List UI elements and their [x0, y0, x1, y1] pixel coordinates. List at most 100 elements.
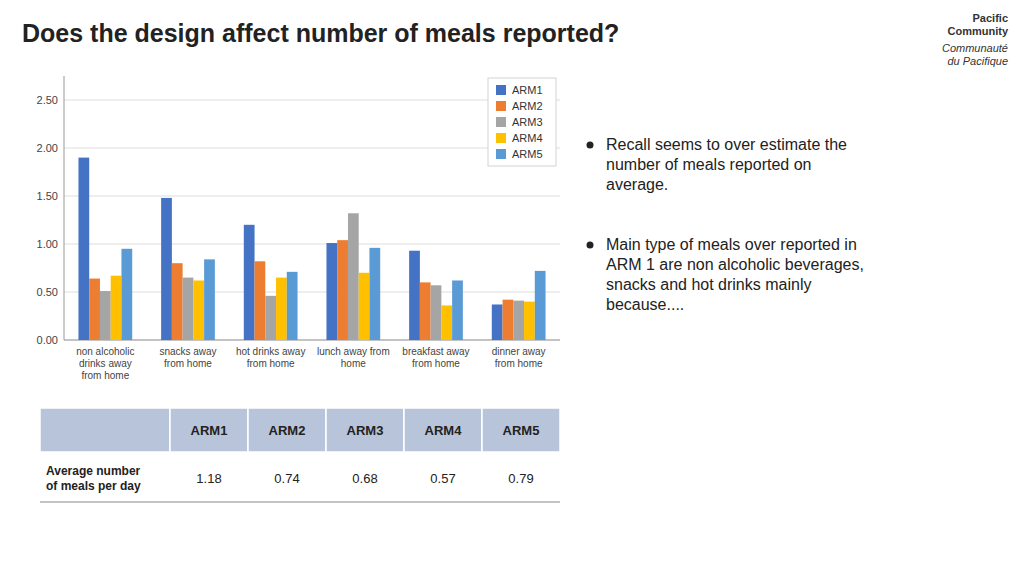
table-header-cell [326, 408, 404, 452]
bar [287, 272, 298, 340]
bar [535, 271, 546, 340]
bullet-text: Recall seems to over estimate thenumber … [606, 136, 847, 193]
grid-line [64, 148, 560, 149]
table-value: 1.18 [196, 471, 221, 486]
y-tick-label: 2.00 [37, 142, 58, 154]
text-line: non alcoholic [76, 346, 134, 357]
bar [337, 240, 348, 340]
table-header: ARM3 [347, 423, 384, 438]
table-header-cell [248, 408, 326, 452]
legend-box [488, 78, 556, 166]
bar [503, 300, 514, 340]
legend-swatch [496, 133, 506, 143]
bar [111, 276, 122, 340]
legend-swatch [496, 149, 506, 159]
bullet-text: Main type of meals over reported in ARM 1… [606, 236, 864, 313]
x-tick-label: non alcoholicdrinks awayfrom home [76, 346, 134, 381]
text-line: home [341, 358, 366, 369]
text-line: number of meals reported on [606, 156, 811, 173]
legend: ARM1ARM2ARM3ARM4ARM5 [488, 78, 556, 166]
legend-label: ARM3 [512, 116, 543, 128]
bullet-points: Recall seems to over estimate thenumber … [587, 136, 864, 313]
legend-label: ARM1 [512, 84, 543, 96]
grid-line [64, 100, 560, 101]
bullet [587, 242, 594, 249]
grid-line [64, 244, 560, 245]
table-value: 0.79 [508, 471, 533, 486]
text-line: from home [164, 358, 212, 369]
background [0, 0, 1024, 576]
legend-swatch [496, 117, 506, 127]
table: ARM1 ARM2 ARM3 ARM4 ARM5 Average numberof mea… [40, 408, 560, 502]
bar [452, 280, 463, 340]
text-line: from home [412, 358, 460, 369]
bar [276, 278, 287, 340]
text-line: lunch away from [317, 346, 390, 357]
x-tick-label: lunch away fromhome [317, 346, 390, 369]
logo-text: PacificCommunity [948, 12, 1009, 37]
table-bottom-line [40, 502, 560, 503]
bar [100, 291, 111, 340]
x-axis-line [64, 340, 560, 341]
bar [265, 296, 276, 340]
text-line: average. [606, 176, 668, 193]
grid-line [64, 340, 560, 341]
table-header-cell [170, 408, 248, 452]
y-tick-label: 2.50 [37, 94, 58, 106]
legend-swatch [496, 101, 506, 111]
table-header: ARM2 [269, 423, 306, 438]
title: Does the design affect number of meals r… [22, 19, 619, 47]
table-row-label: Average numberof meals per day [46, 464, 141, 493]
bar [255, 261, 266, 340]
x-tick-label: dinner awayfrom home [492, 346, 546, 369]
y-axis-line [64, 76, 65, 340]
bar [204, 259, 215, 340]
table-header: ARM4 [425, 423, 463, 438]
bar [326, 243, 337, 340]
text-line: du Pacifique [947, 55, 1008, 67]
bar [369, 248, 380, 340]
bar [183, 278, 194, 340]
table-header-cell [404, 408, 482, 452]
text-line: snacks away [159, 346, 216, 357]
bar [431, 285, 442, 340]
bullet [587, 142, 594, 149]
text-line: Pacific [973, 12, 1008, 24]
bar [524, 302, 535, 340]
text-line: Communauté [942, 42, 1008, 54]
y-tick-label: 1.00 [37, 238, 58, 250]
text-line: from home [81, 370, 129, 381]
bar [244, 225, 255, 340]
legend-label: ARM2 [512, 100, 543, 112]
y-tick-label: 0.50 [37, 286, 58, 298]
table-header: ARM1 [191, 423, 228, 438]
text-line: hot drinks away [236, 346, 305, 357]
table-value: 0.74 [274, 471, 299, 486]
table-value: 0.68 [352, 471, 377, 486]
bar [161, 198, 172, 340]
legend-label: ARM5 [512, 148, 543, 160]
table-header: ARM5 [503, 423, 540, 438]
bar [409, 251, 420, 340]
grid-line [64, 292, 560, 293]
text-line: of meals per day [46, 479, 141, 493]
logo-text: Communautédu Pacifique [942, 42, 1008, 67]
legend-swatch [496, 85, 506, 95]
text-line: because.... [606, 296, 684, 313]
bar [513, 301, 524, 340]
bar [348, 213, 359, 340]
bar [420, 282, 431, 340]
bar [359, 273, 370, 340]
x-tick-label: snacks awayfrom home [159, 346, 216, 369]
text-line: dinner away [492, 346, 546, 357]
x-tick-label: hot drinks awayfrom home [236, 346, 305, 369]
text-line: snacks and hot drinks mainly [606, 276, 811, 293]
text-line: from home [247, 358, 295, 369]
text-line: ARM 1 are non alcoholic beverages, [606, 256, 864, 273]
x-axis: non alcoholicdrinks awayfrom home snacks … [76, 346, 545, 381]
y-axis: 0.000.501.001.502.002.50 [37, 76, 560, 346]
bar [78, 158, 89, 340]
text-line: breakfast away [402, 346, 469, 357]
text-line: Community [948, 25, 1009, 37]
text-line: Main type of meals over reported in [606, 236, 857, 253]
